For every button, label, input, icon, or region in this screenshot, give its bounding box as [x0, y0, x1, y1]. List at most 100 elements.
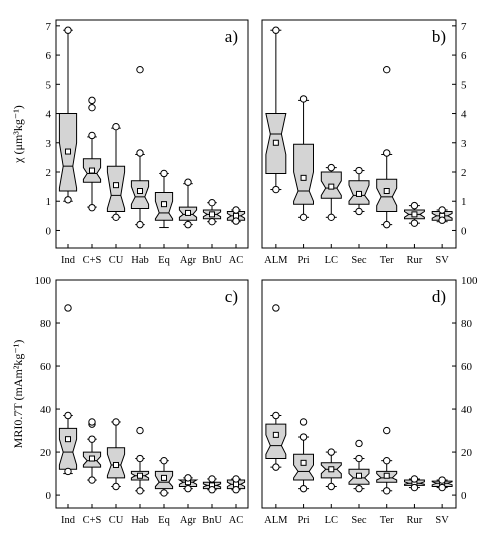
box-cs: [82, 418, 102, 484]
mean-marker: [137, 472, 143, 479]
x-tick-label: Sec: [351, 515, 367, 526]
box-ac: [226, 475, 246, 494]
x-tick-label: Sec: [351, 255, 367, 266]
outlier-point: [112, 418, 120, 426]
box-sec: [348, 439, 370, 493]
plot-frame: [55, 19, 249, 249]
mean-marker: [300, 174, 307, 181]
outlier-point: [88, 96, 96, 105]
y-tick-label: 20: [40, 447, 52, 459]
x-tick-label: Eq: [158, 255, 170, 266]
outlier-point: [438, 476, 446, 484]
mean-marker: [209, 211, 215, 218]
y-tick-label: 1: [461, 196, 467, 208]
x-tick-label: ALM: [264, 255, 288, 266]
mean-marker: [356, 190, 362, 197]
outlier-point: [410, 219, 419, 227]
outlier-point: [272, 185, 280, 194]
outlier-point: [232, 206, 240, 214]
panel-label: a): [225, 27, 238, 46]
outlier-point: [383, 65, 391, 74]
outlier-point: [136, 149, 144, 157]
plot-frame: [55, 279, 249, 509]
y-tick-label: 0: [461, 225, 467, 237]
box-rur: [404, 475, 425, 492]
outlier-point: [208, 486, 216, 494]
outlier-point: [383, 149, 391, 157]
outlier-point: [299, 95, 308, 103]
mean-marker: [185, 209, 191, 216]
x-tick-label: C+S: [83, 255, 102, 266]
x-tick-label: CU: [109, 515, 124, 526]
outlier-point: [299, 484, 308, 493]
outlier-point: [355, 439, 363, 448]
y-tick-label: 40: [461, 404, 473, 416]
outlier-point: [438, 216, 446, 224]
outlier-point: [208, 217, 216, 226]
mean-marker: [89, 455, 95, 462]
box-agr: [177, 474, 199, 493]
y-tick-label: 1: [46, 196, 52, 208]
mean-marker: [383, 472, 390, 479]
outlier-point: [64, 196, 72, 204]
mean-marker: [411, 211, 418, 218]
box-ind: [58, 26, 78, 204]
y-tick-label: 2: [461, 167, 467, 179]
box-cu: [106, 418, 126, 491]
x-tick-label: Hab: [131, 255, 149, 266]
y-tick-label: 4: [461, 109, 467, 121]
box-cu: [106, 122, 126, 222]
outlier-point: [208, 475, 216, 483]
mean-marker: [328, 466, 335, 473]
box-hab: [130, 65, 150, 229]
outlier-point: [383, 426, 391, 435]
outlier-point: [136, 426, 144, 435]
x-tick-label: ALM: [264, 515, 288, 526]
outlier-point: [272, 463, 280, 471]
outlier-point: [438, 206, 446, 214]
y-tick-label: 6: [46, 50, 52, 62]
box-agr: [178, 178, 198, 229]
x-tick-label: Rur: [407, 255, 423, 266]
outlier-point: [299, 433, 308, 441]
y-tick-label: 7: [461, 21, 467, 33]
outlier-point: [272, 411, 280, 420]
y-axis-label: χ (μm³kg⁻¹): [11, 105, 25, 164]
y-tick-label: 2: [46, 167, 52, 179]
box-pri: [293, 95, 314, 222]
y-tick-label: 100: [461, 275, 478, 287]
y-axis-label: MRI0.7T (mAm²kg⁻¹): [11, 340, 25, 449]
outlier-point: [112, 122, 120, 131]
outlier-point: [88, 476, 96, 484]
mean-marker: [65, 436, 71, 443]
panel-label: c): [225, 287, 238, 306]
outlier-point: [327, 448, 335, 456]
x-tick-label: Ter: [380, 255, 394, 266]
x-tick-label: CU: [109, 255, 124, 266]
x-tick-label: C+S: [83, 515, 102, 526]
chart-panel-1: 0 1 2 3 4 5 6 7 χ (μm³kg⁻¹) a) Ind C+S CU Hab Eq Agr BnU…: [11, 19, 249, 266]
box-cs: [82, 96, 102, 212]
outlier-point: [232, 475, 240, 483]
outlier-point: [208, 198, 216, 207]
notched-box: [130, 180, 150, 209]
box-alm: [265, 26, 287, 194]
panel-label: b): [432, 27, 446, 46]
outlier-point: [383, 487, 391, 495]
mean-marker: [89, 167, 95, 174]
box-ac: [226, 206, 246, 225]
outlier-point: [327, 482, 335, 491]
x-tick-label: Ter: [380, 515, 394, 526]
box-ter: [376, 65, 398, 229]
y-tick-label: 40: [40, 404, 52, 416]
y-tick-label: 100: [35, 275, 52, 287]
mean-marker: [383, 188, 390, 194]
mean-marker: [272, 431, 279, 438]
y-tick-label: 3: [461, 138, 467, 150]
chart-panel-3: 0 20 40 60 80 100 MRI0.7T (mAm²kg⁻¹) c) Ind C+S CU…: [11, 275, 249, 526]
outlier-point: [232, 217, 240, 225]
mean-marker: [65, 148, 71, 155]
box-rur: [404, 201, 425, 227]
y-tick-label: 80: [40, 318, 52, 330]
